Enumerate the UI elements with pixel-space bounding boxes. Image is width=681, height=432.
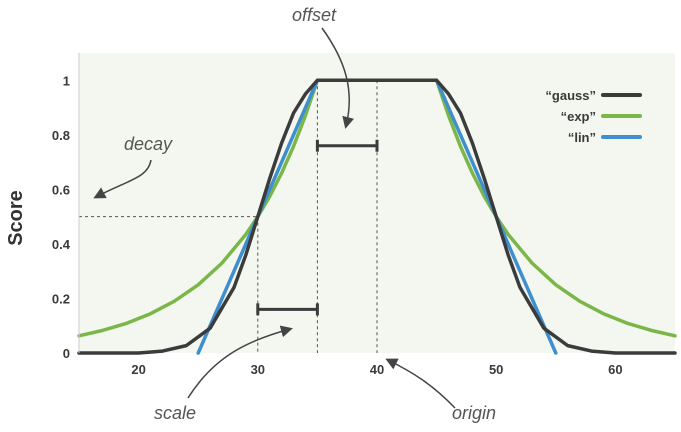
y-tick-label: 0.8 (52, 128, 70, 143)
scale-arrow (187, 325, 293, 399)
origin-annotation: origin (452, 403, 496, 423)
x-tick-label: 20 (131, 362, 145, 377)
offset-arrow (321, 27, 355, 129)
x-tick-label: 60 (608, 362, 622, 377)
legend-label: “lin” (568, 130, 596, 145)
series-layer (77, 78, 677, 355)
y-tick-label: 0 (63, 346, 70, 361)
y-axis-ticks: 0 0.2 0.4 0.6 0.8 1 (52, 73, 71, 361)
decay-arrow (93, 159, 152, 199)
guide-lines (79, 80, 378, 353)
y-tick-label: 0.6 (52, 182, 70, 197)
x-tick-label: 30 (251, 362, 265, 377)
x-tick-label: 40 (370, 362, 384, 377)
origin-arrow (385, 358, 456, 409)
y-tick-label: 1 (63, 73, 70, 88)
series-line-gauss (77, 78, 677, 355)
y-tick-label: 0.2 (52, 291, 70, 306)
scale-bracket (256, 303, 319, 316)
scale-annotation: scale (154, 403, 196, 423)
offset-bracket (315, 139, 379, 152)
legend: “gauss” “exp” “lin” (545, 88, 642, 145)
y-axis-title: Score (5, 190, 27, 246)
decay-annotation: decay (124, 134, 173, 154)
x-axis-ticks: 20 30 40 50 60 (131, 362, 622, 377)
offset-annotation: offset (292, 5, 337, 25)
x-tick-label: 50 (489, 362, 503, 377)
legend-label: “gauss” (545, 88, 596, 103)
annotations: offset decay scale origin (93, 5, 496, 423)
legend-label: “exp” (561, 109, 596, 124)
y-tick-label: 0.4 (52, 237, 71, 252)
brackets (256, 139, 379, 316)
